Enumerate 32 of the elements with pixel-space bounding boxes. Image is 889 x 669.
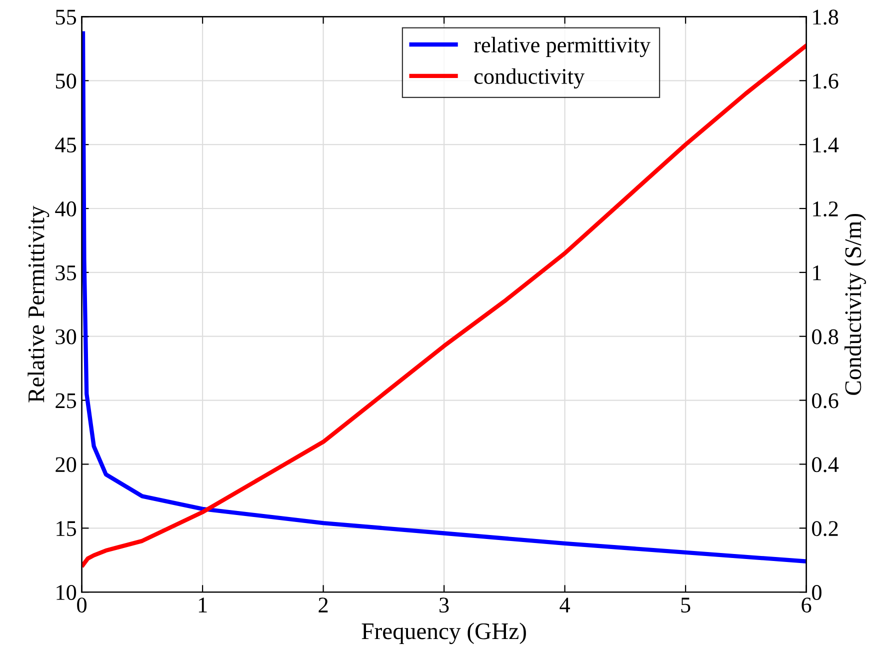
- y2-tick-label: 1: [813, 265, 821, 280]
- x-tick-label: 4: [560, 598, 570, 612]
- x-tick-label: 1: [198, 598, 207, 612]
- x-axis-title: Frequency (GHz): [362, 622, 526, 644]
- y2-axis-title: Conductivity (S/m): [844, 214, 866, 395]
- y-tick-label: 35: [56, 265, 76, 280]
- legend-label: relative permittivity: [474, 36, 651, 58]
- y-tick-label: 25: [56, 393, 76, 408]
- y2-tick-label: 0: [812, 584, 822, 600]
- y-tick-label: 20: [56, 457, 76, 472]
- x-tick-label: 5: [681, 598, 690, 613]
- x-tick-label: 2: [318, 598, 328, 612]
- y-tick-label: 30: [56, 329, 76, 344]
- y-tick-label: 50: [56, 74, 76, 89]
- y2-tick-label: 0.8: [812, 329, 838, 344]
- y2-tick-label: 1.2: [813, 202, 838, 217]
- y2-tick-label: 1.6: [813, 74, 838, 89]
- y-tick-label: 15: [56, 521, 76, 536]
- y-tick-label: 55: [56, 10, 76, 25]
- y2-tick-label: 0.6: [812, 393, 838, 408]
- y-tick-label: 45: [55, 138, 76, 153]
- y-axis-title: Relative Permittivity: [28, 206, 50, 402]
- x-tick-label: 3: [440, 598, 449, 613]
- y-tick-label: 10: [56, 584, 76, 600]
- legend-label: conductivity: [474, 68, 585, 89]
- y2-tick-label: 0.4: [812, 457, 839, 472]
- y2-tick-label: 1.8: [813, 10, 838, 25]
- x-tick-label: 6: [802, 598, 812, 613]
- y2-tick-label: 1.4: [813, 138, 839, 153]
- x-tick-label: 0: [77, 598, 86, 613]
- y2-tick-label: 0.2: [812, 521, 838, 536]
- y-tick-label: 40: [55, 201, 76, 216]
